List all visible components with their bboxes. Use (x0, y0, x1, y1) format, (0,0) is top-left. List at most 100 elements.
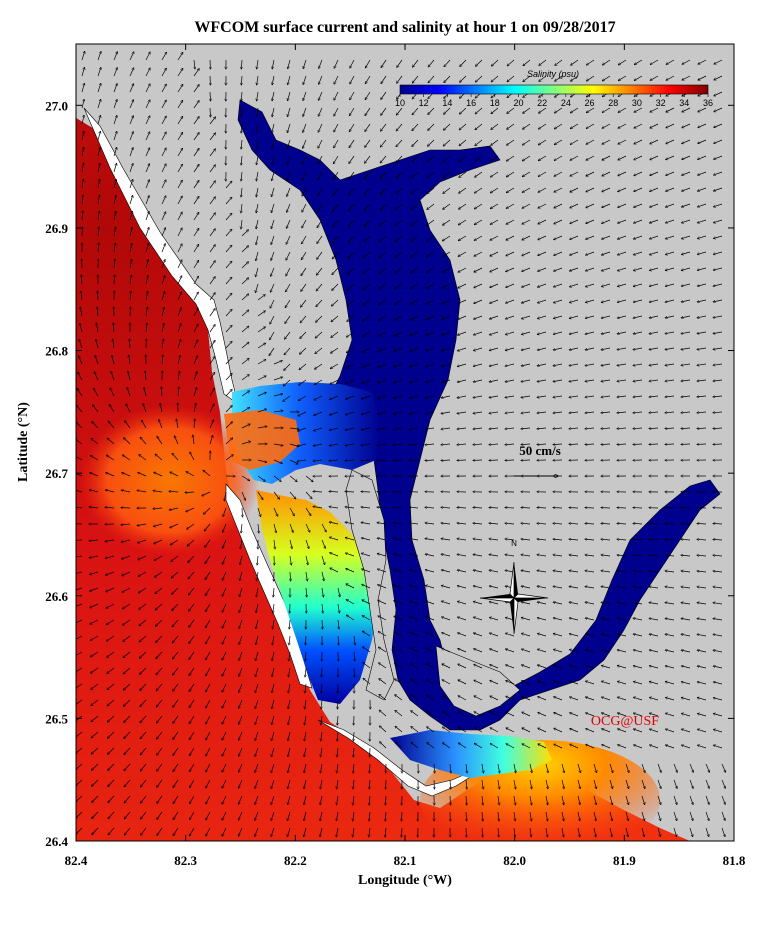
current-vector (97, 179, 100, 189)
current-vector (474, 283, 483, 288)
current-vector (272, 155, 275, 165)
current-vector (617, 283, 627, 287)
current-vector (209, 165, 215, 173)
current-vector (193, 276, 199, 285)
current-vector (193, 101, 199, 109)
current-vector (319, 75, 323, 84)
current-vector (458, 283, 467, 288)
current-vector (364, 203, 371, 211)
current-vector (177, 68, 183, 77)
current-vector (713, 299, 723, 302)
current-vector (272, 123, 275, 133)
current-vector (396, 171, 403, 178)
current-vector (395, 283, 403, 289)
current-vector (287, 139, 291, 149)
current-vector (241, 107, 242, 117)
current-vector (81, 115, 84, 125)
current-vector (713, 524, 723, 525)
current-vector (666, 139, 675, 144)
current-vector (380, 203, 387, 210)
x-tick-label: 81.8 (723, 853, 746, 868)
current-vector (538, 139, 547, 145)
current-vector (681, 267, 691, 270)
current-vector (129, 52, 134, 61)
current-vector (145, 243, 149, 253)
current-vector (317, 203, 323, 212)
current-vector (241, 278, 249, 285)
current-vector (316, 299, 323, 307)
current-vector (522, 267, 531, 271)
current-vector (666, 219, 675, 223)
current-vector (209, 229, 215, 237)
current-vector (555, 59, 563, 65)
current-vector (601, 267, 611, 271)
current-vector (145, 275, 148, 285)
current-vector (458, 219, 467, 225)
current-vector (287, 203, 291, 212)
current-vector (317, 251, 323, 259)
current-vector (649, 299, 659, 302)
current-vector (618, 123, 627, 128)
current-vector (145, 52, 150, 61)
current-vector (334, 123, 339, 132)
current-vector (569, 444, 579, 445)
current-vector (698, 59, 707, 64)
current-vector (98, 227, 99, 237)
current-vector (98, 291, 99, 301)
current-vector (459, 123, 467, 130)
current-vector (209, 213, 215, 221)
current-vector (318, 155, 323, 164)
current-vector (97, 115, 101, 125)
current-vector (650, 155, 659, 160)
current-vector (161, 291, 165, 301)
current-vector (97, 68, 101, 77)
current-vector (634, 171, 643, 176)
current-vector (271, 267, 275, 276)
current-vector (394, 299, 403, 305)
current-vector (474, 219, 483, 225)
x-axis-title: Longitude (°W) (358, 873, 452, 888)
current-vector (682, 203, 691, 207)
current-vector (303, 75, 307, 85)
current-vector (129, 195, 133, 205)
current-vector (460, 75, 467, 82)
current-vector (426, 251, 435, 257)
current-vector (713, 283, 723, 286)
current-vector (81, 99, 84, 109)
current-vector (301, 283, 307, 291)
current-vector (521, 508, 531, 509)
current-vector (145, 148, 150, 157)
current-vector (256, 171, 259, 181)
current-vector (272, 59, 275, 69)
current-vector (241, 230, 248, 237)
current-vector (114, 243, 115, 253)
current-vector (255, 283, 259, 293)
current-vector (161, 52, 167, 61)
current-vector (318, 187, 323, 196)
current-vector (348, 235, 355, 243)
current-vector (571, 75, 579, 81)
current-vector (193, 69, 199, 77)
current-vector (474, 203, 483, 209)
current-vector (618, 219, 627, 223)
current-vector (443, 123, 451, 130)
current-vector (364, 219, 371, 227)
current-vector (585, 444, 595, 445)
current-vector (287, 123, 291, 133)
current-vector (666, 171, 675, 175)
current-vector (490, 203, 499, 209)
current-vector (410, 299, 419, 304)
current-vector (618, 203, 627, 207)
current-vector (617, 267, 627, 271)
current-vector (318, 123, 323, 132)
current-vector (225, 293, 232, 301)
current-vector (475, 187, 483, 193)
current-vector (522, 187, 531, 192)
current-vector (412, 107, 419, 115)
current-vector (270, 283, 275, 292)
current-vector (256, 139, 259, 149)
current-vector (506, 171, 515, 177)
current-vector (129, 180, 133, 189)
colorbar-title: Salinity (psu) (527, 69, 579, 79)
